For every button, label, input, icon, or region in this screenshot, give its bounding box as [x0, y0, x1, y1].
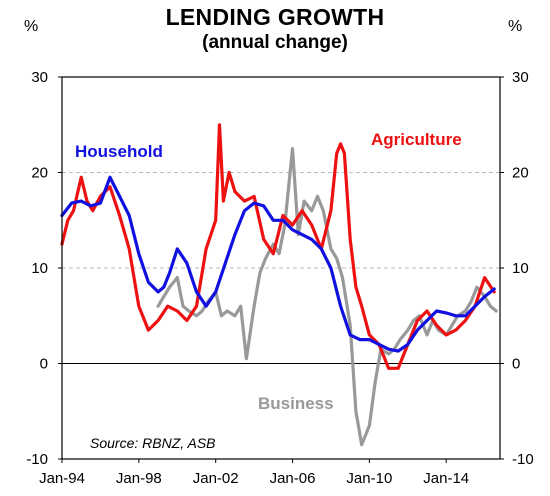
- chart-title: LENDING GROWTH: [165, 4, 385, 30]
- business-label: Business: [258, 394, 334, 413]
- y-tick-label-left: 20: [31, 165, 48, 182]
- x-tick-label: Jan-94: [39, 470, 85, 487]
- y-tick-label-left: 10: [31, 260, 48, 277]
- y-tick-label-left: -10: [26, 451, 48, 468]
- household-line: [60, 175, 496, 353]
- x-tick-label: Jan-98: [116, 470, 162, 487]
- x-tick-label: Jan-14: [423, 470, 469, 487]
- source-note: Source: RBNZ, ASB: [90, 435, 216, 451]
- left-axis-unit: %: [24, 18, 39, 35]
- household-label: Household: [75, 142, 163, 161]
- y-tick-label-left: 0: [40, 356, 48, 373]
- y-tick-label-right: -10: [512, 451, 534, 468]
- x-tick-label: Jan-06: [270, 470, 316, 487]
- y-tick-label-left: 30: [31, 69, 48, 86]
- y-tick-label-right: 10: [512, 260, 529, 277]
- y-tick-label-right: 20: [512, 165, 529, 182]
- y-tick-label-right: 30: [512, 69, 529, 86]
- right-axis-unit: %: [508, 18, 523, 35]
- x-tick-label: Jan-02: [193, 470, 239, 487]
- chart-subtitle: (annual change): [202, 32, 348, 53]
- y-tick-label-right: 0: [512, 356, 520, 373]
- agriculture-label: Agriculture: [371, 130, 462, 149]
- x-tick-label: Jan-10: [346, 470, 392, 487]
- agriculture-line: [60, 123, 496, 370]
